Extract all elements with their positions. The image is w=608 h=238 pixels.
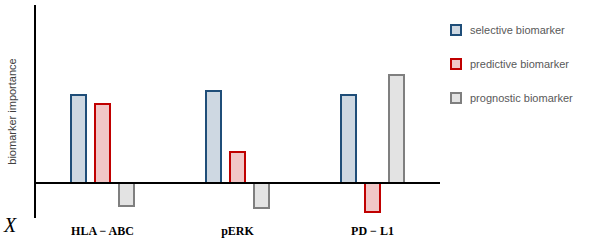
html-text:selective biomarker: selective biomarker <box>470 24 565 36</box>
svg-text:PD − L1: PD − L1 <box>351 224 394 238</box>
html-text:prognostic biomarker: prognostic biomarker <box>470 92 573 104</box>
svg-text:biomarker importance: biomarker importance <box>8 58 18 164</box>
svg-text:HLA − ABC: HLA − ABC <box>71 224 134 238</box>
html-text:predictive biomarker: predictive biomarker <box>470 58 569 70</box>
html-text:X: X <box>4 214 17 236</box>
svg-text:pERK: pERK <box>221 224 254 238</box>
